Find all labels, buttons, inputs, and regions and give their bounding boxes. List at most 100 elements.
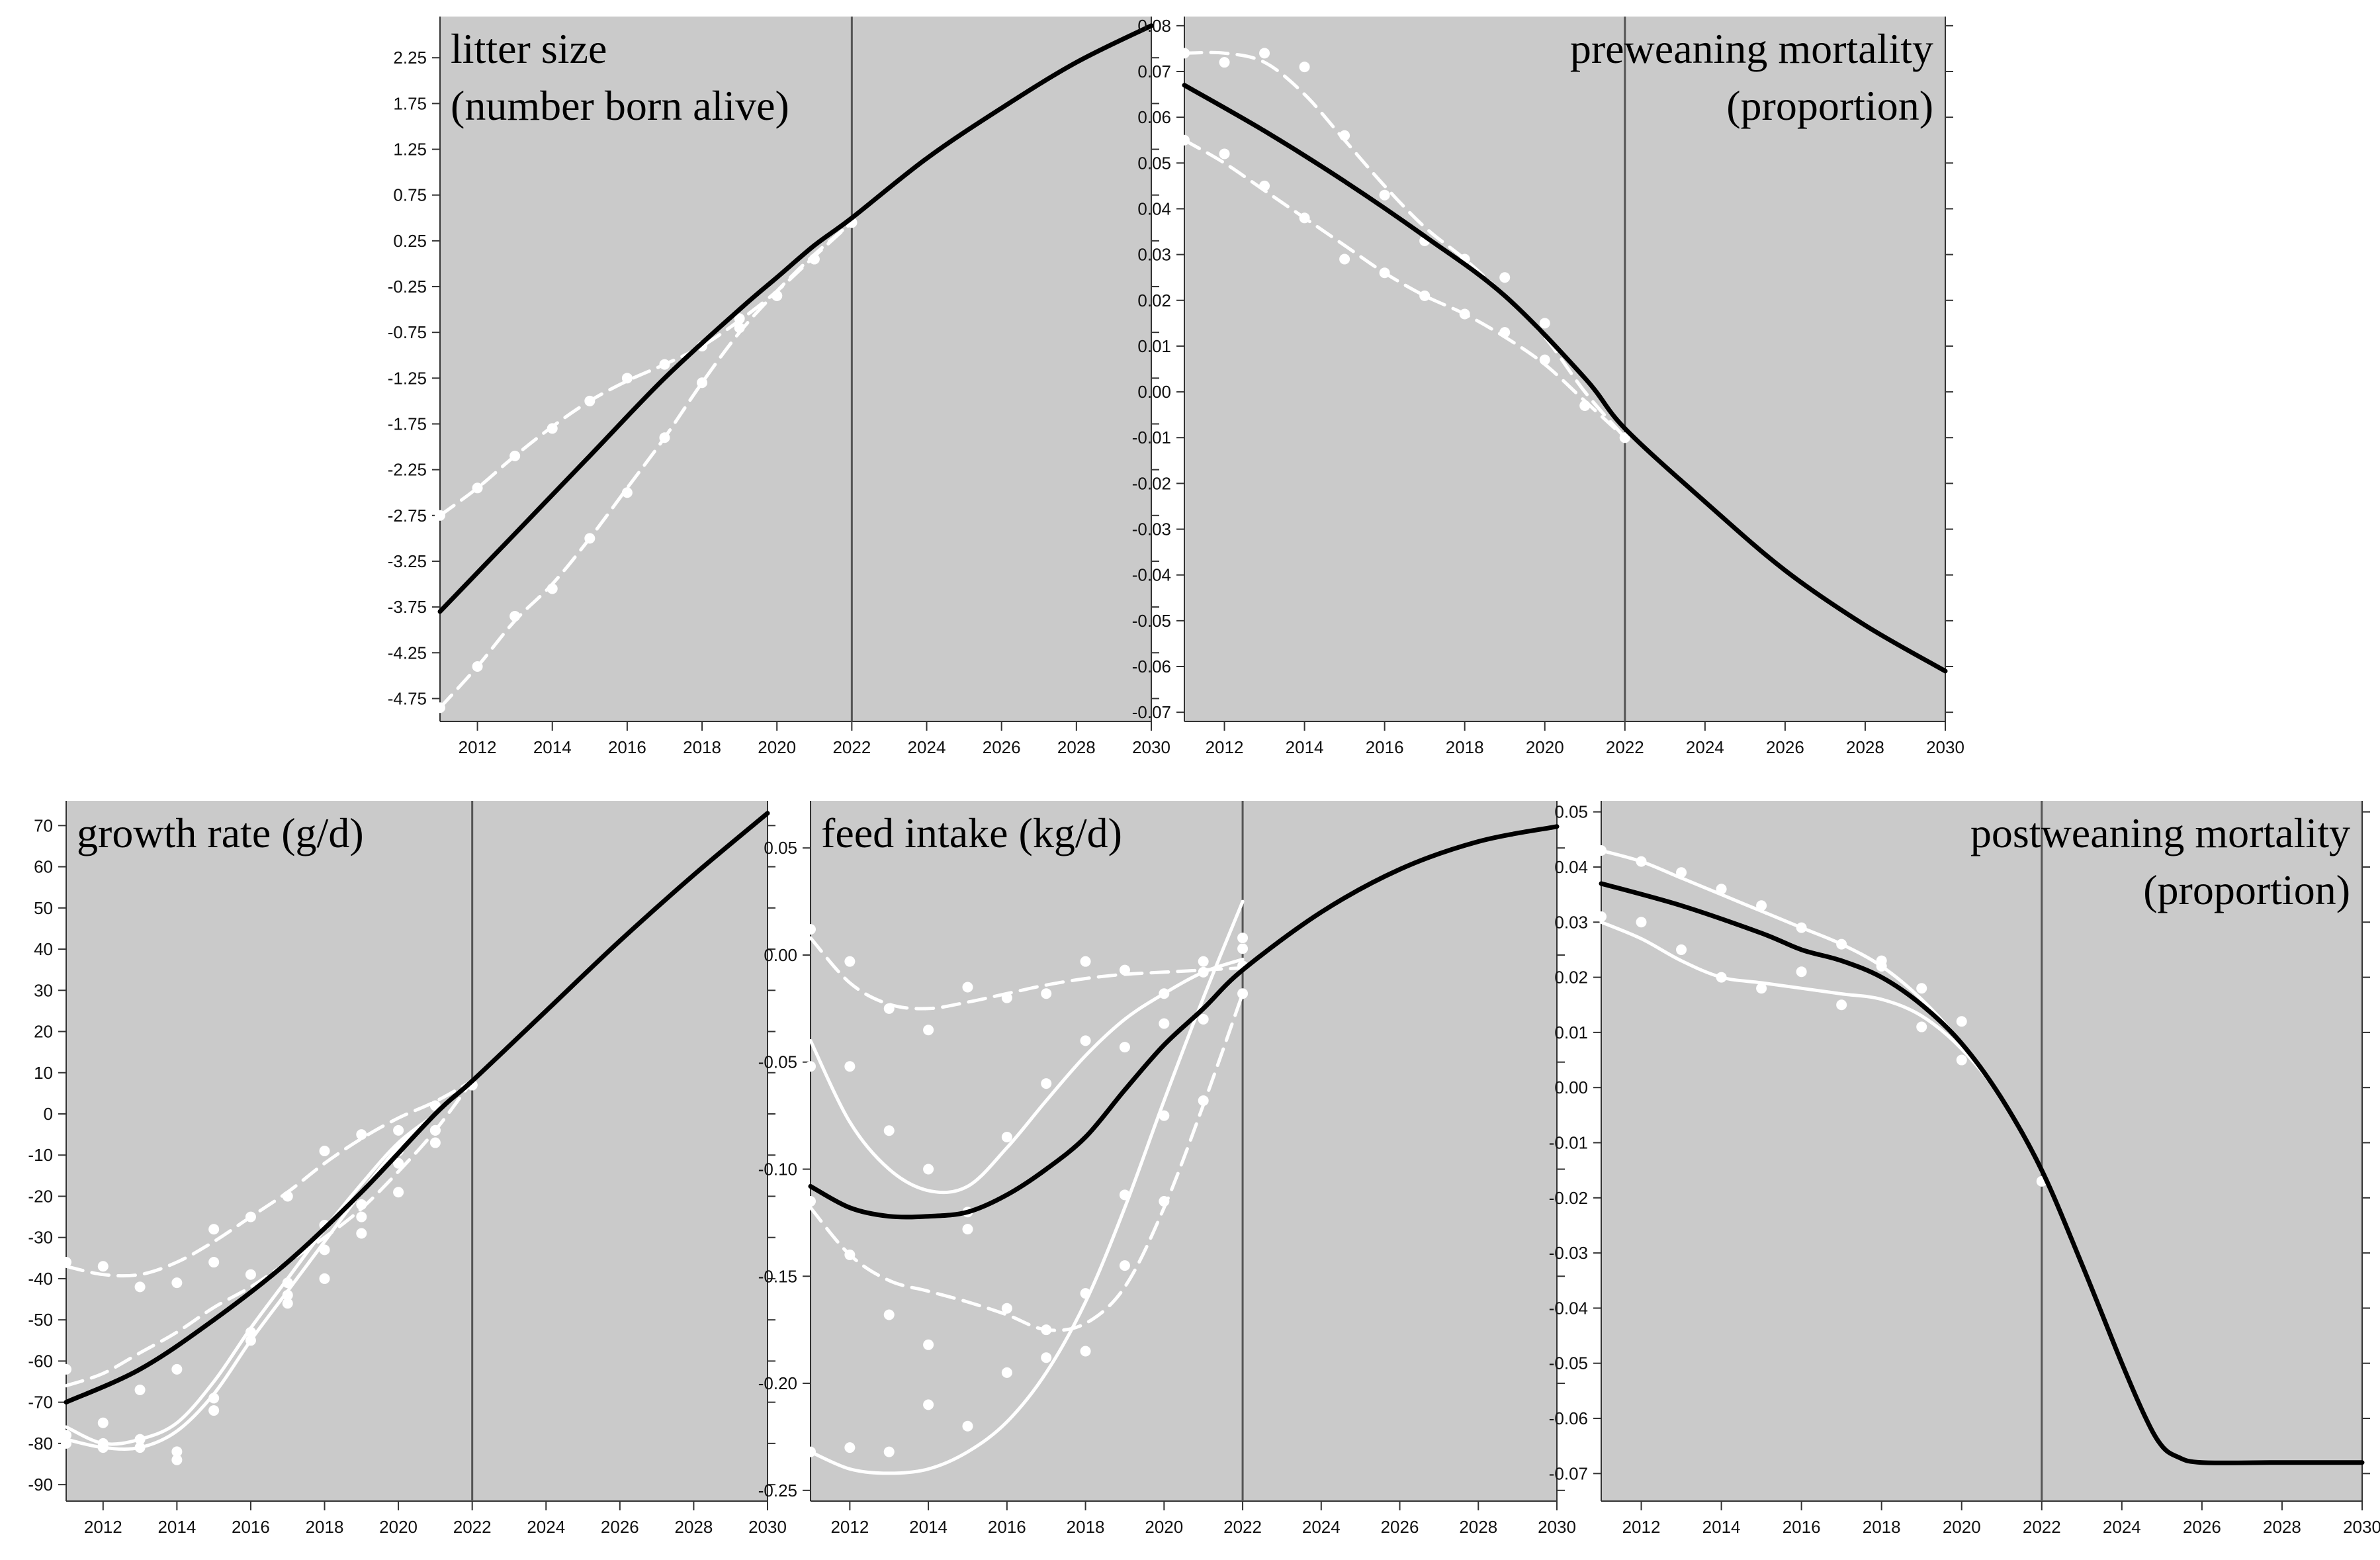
- data-point: [393, 1124, 404, 1136]
- data-point: [208, 1405, 220, 1416]
- data-point: [1916, 1021, 1927, 1032]
- x-tick-label: 2024: [527, 1517, 565, 1537]
- y-tick-label: -0.04: [1132, 565, 1171, 585]
- data-point: [1119, 964, 1130, 976]
- data-point: [659, 432, 670, 443]
- data-point: [1299, 62, 1310, 73]
- y-tick-label: -10: [28, 1145, 53, 1165]
- x-tick-label: 2028: [674, 1517, 713, 1537]
- y-tick-label: 0.03: [1554, 912, 1588, 932]
- x-tick-label: 2012: [1622, 1517, 1661, 1537]
- data-point: [245, 1335, 256, 1346]
- data-point: [282, 1298, 293, 1309]
- data-point: [1119, 1189, 1130, 1201]
- x-tick-label: 2018: [1863, 1517, 1901, 1537]
- y-tick-label: -0.05: [1549, 1354, 1588, 1373]
- series-line: [809, 936, 1245, 1011]
- data-point: [1299, 212, 1310, 224]
- data-point: [923, 1339, 934, 1350]
- data-point: [1716, 884, 1727, 895]
- x-tick-label: 2020: [1943, 1517, 1981, 1537]
- data-point: [509, 610, 521, 621]
- data-point: [621, 487, 633, 498]
- data-point: [1259, 180, 1270, 191]
- y-tick-label: -2.25: [388, 460, 427, 480]
- data-point: [1198, 956, 1209, 967]
- x-tick-label: 2012: [84, 1517, 122, 1537]
- projection-line: [1599, 881, 2365, 1465]
- x-tick-label: 2016: [608, 737, 646, 757]
- y-tick-label: 0.07: [1137, 62, 1171, 81]
- data-point: [1596, 845, 1607, 856]
- x-tick-label: 2030: [2343, 1517, 2380, 1537]
- x-tick-label: 2026: [983, 737, 1021, 757]
- data-point: [171, 1363, 183, 1375]
- data-point: [1237, 933, 1249, 944]
- y-tick-label: 0.04: [1554, 857, 1588, 877]
- y-tick-label: -0.02: [1132, 473, 1171, 493]
- y-tick-label: -0.07: [1549, 1463, 1588, 1483]
- data-point: [771, 290, 783, 301]
- x-tick-label: 2012: [1206, 737, 1244, 757]
- data-point: [805, 924, 816, 935]
- y-tick-label: 40: [34, 939, 53, 959]
- plot-area: [1601, 801, 2362, 1501]
- data-point: [621, 373, 633, 384]
- x-tick-label: 2030: [1538, 1517, 1576, 1537]
- y-tick-label: 0.05: [1137, 153, 1171, 173]
- data-point: [923, 1164, 934, 1175]
- data-point: [844, 956, 856, 967]
- x-tick-label: 2014: [909, 1517, 948, 1537]
- chart-title-line: postweaning mortality: [1970, 809, 2350, 856]
- y-tick-label: 0.75: [393, 185, 427, 205]
- y-tick-label: -0.03: [1132, 520, 1171, 539]
- y-tick-label: -0.02: [1549, 1188, 1588, 1208]
- y-tick-label: -1.75: [388, 414, 427, 434]
- data-point: [1237, 988, 1249, 999]
- data-point: [134, 1442, 146, 1453]
- data-point: [1876, 955, 1887, 966]
- data-point: [429, 1137, 441, 1148]
- x-tick-label: 2014: [1702, 1517, 1741, 1537]
- data-point: [1198, 1014, 1209, 1025]
- x-tick-label: 2022: [1606, 737, 1644, 757]
- data-point: [883, 1446, 895, 1457]
- y-tick-label: 0.05: [1554, 802, 1588, 822]
- y-tick-label: -0.01: [1549, 1133, 1588, 1153]
- data-point: [208, 1257, 220, 1268]
- x-tick-label: 2016: [232, 1517, 270, 1537]
- y-tick-label: -4.75: [388, 688, 427, 708]
- x-tick-label: 2018: [1446, 737, 1484, 757]
- data-point: [1459, 308, 1470, 320]
- data-point: [547, 423, 558, 434]
- data-point: [1041, 1324, 1052, 1336]
- data-point: [1836, 999, 1847, 1011]
- y-tick-label: -2.75: [388, 506, 427, 526]
- y-tick-label: 0.08: [1137, 16, 1171, 36]
- y-tick-label: -3.25: [388, 551, 427, 571]
- x-tick-label: 2012: [830, 1517, 869, 1537]
- y-tick-label: -60: [28, 1351, 53, 1371]
- data-point: [1796, 966, 1807, 978]
- y-tick-label: 30: [34, 980, 53, 1000]
- data-point: [1916, 983, 1927, 994]
- y-tick-label: -80: [28, 1434, 53, 1453]
- plot-area: [440, 17, 1151, 721]
- data-point: [429, 1124, 441, 1136]
- y-tick-label: -40: [28, 1269, 53, 1289]
- x-tick-label: 2012: [459, 737, 497, 757]
- data-point: [435, 510, 445, 521]
- series-line: [1182, 50, 1627, 439]
- y-tick-label: -0.05: [1132, 611, 1171, 631]
- data-point: [1339, 253, 1350, 265]
- x-tick-label: 2018: [1067, 1517, 1105, 1537]
- y-tick-label: 0.03: [1137, 245, 1171, 265]
- data-point: [1259, 48, 1270, 59]
- data-point: [1539, 354, 1550, 365]
- y-tick-label: -0.01: [1132, 428, 1171, 447]
- data-point: [1676, 867, 1687, 878]
- data-point: [805, 1196, 816, 1207]
- data-point: [171, 1277, 183, 1289]
- data-point: [844, 1249, 856, 1260]
- data-point: [1219, 148, 1230, 160]
